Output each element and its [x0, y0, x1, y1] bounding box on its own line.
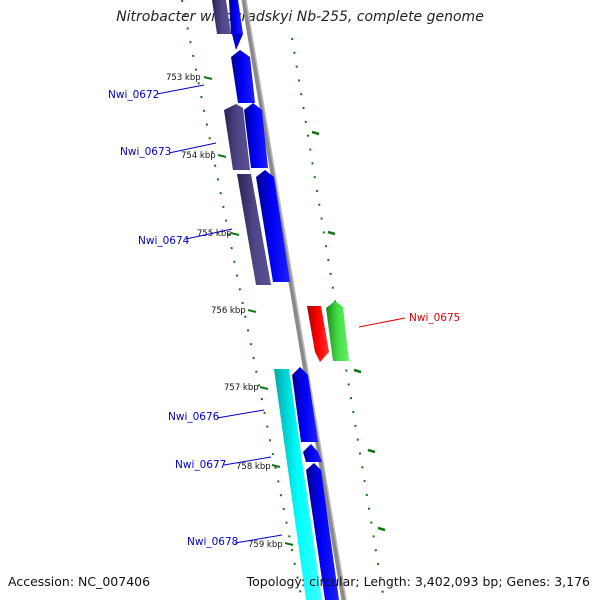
scale-ticks: 753 kbp 754 kbp 755 kbp 756 kbp 757 kbp …: [166, 73, 294, 550]
gene-glyph-nwi-0675-partner: [326, 301, 349, 361]
outer-track-ticks: [311, 130, 386, 532]
genome-backbone-highlight: [245, 0, 347, 600]
tick-mark-758: [271, 464, 281, 468]
tick-label-758: 758 kbp: [236, 462, 271, 472]
topology-info: Topology: circular; Length: 3,402,093 bp…: [246, 574, 590, 589]
gene-glyph-nwi-0677: [303, 444, 322, 462]
tick-mark-753: [203, 76, 213, 80]
gene-glyph-nwi-0674: [256, 170, 290, 282]
gene-glyph-nwi-0673: [244, 103, 268, 168]
gene-glyph-nwi-0673-reverse: [224, 104, 250, 170]
gene-glyph-nwi-0675: [307, 306, 329, 362]
leader-nwi-0674: [185, 228, 233, 240]
gene-label-nwi-0677[interactable]: Nwi_0677: [175, 459, 226, 471]
tick-mark-754: [217, 154, 227, 158]
leader-nwi-0673: [168, 142, 217, 154]
tick-mark-757: [259, 386, 269, 390]
tick-mark-755: [230, 232, 240, 236]
gene-label-nwi-0673[interactable]: Nwi_0673: [120, 146, 171, 158]
gene-glyph-partial-forward: [229, 0, 243, 34]
tick-label-757: 757 kbp: [224, 383, 259, 393]
gene-label-nwi-0672[interactable]: Nwi_0672: [108, 89, 159, 101]
tick-mark-759: [284, 542, 294, 546]
gene-label-nwi-0676[interactable]: Nwi_0676: [168, 411, 220, 423]
leader-nwi-0672: [156, 84, 205, 95]
accession-info: Accession: NC_007406: [8, 574, 151, 589]
gene-glyph-partial-forward-b: [232, 34, 243, 50]
gene-labels: Nwi_0672 Nwi_0673 Nwi_0674 Nwi_0675 Nwi_…: [108, 84, 460, 548]
leader-nwi-0677: [223, 456, 272, 466]
gene-label-nwi-0675[interactable]: Nwi_0675: [409, 312, 460, 324]
map-title: Nitrobacter winogradskyi Nb-255, complet…: [116, 9, 484, 25]
leader-nwi-0676: [216, 409, 265, 419]
gene-glyph-nwi-0674-reverse: [237, 174, 271, 285]
tick-label-753: 753 kbp: [166, 73, 201, 83]
genome-backbone: [241, 0, 347, 600]
gene-features: [212, 0, 349, 600]
gene-label-nwi-0678[interactable]: Nwi_0678: [187, 536, 238, 548]
tick-label-759: 759 kbp: [248, 540, 283, 550]
gene-label-nwi-0674[interactable]: Nwi_0674: [138, 235, 190, 247]
tick-label-755: 755 kbp: [197, 229, 232, 239]
leader-nwi-0675: [358, 317, 406, 328]
tick-label-756: 756 kbp: [211, 306, 246, 316]
leader-nwi-0678: [234, 534, 283, 544]
gene-glyph-nwi-0676: [292, 367, 318, 442]
gene-glyph-cyan-long: [274, 369, 322, 600]
tick-mark-756: [247, 309, 257, 313]
gene-glyph-partial-reverse: [212, 0, 231, 34]
gene-glyph-nwi-0678: [306, 463, 339, 600]
gene-glyph-nwi-0672: [231, 50, 255, 103]
tick-label-754: 754 kbp: [181, 151, 216, 161]
